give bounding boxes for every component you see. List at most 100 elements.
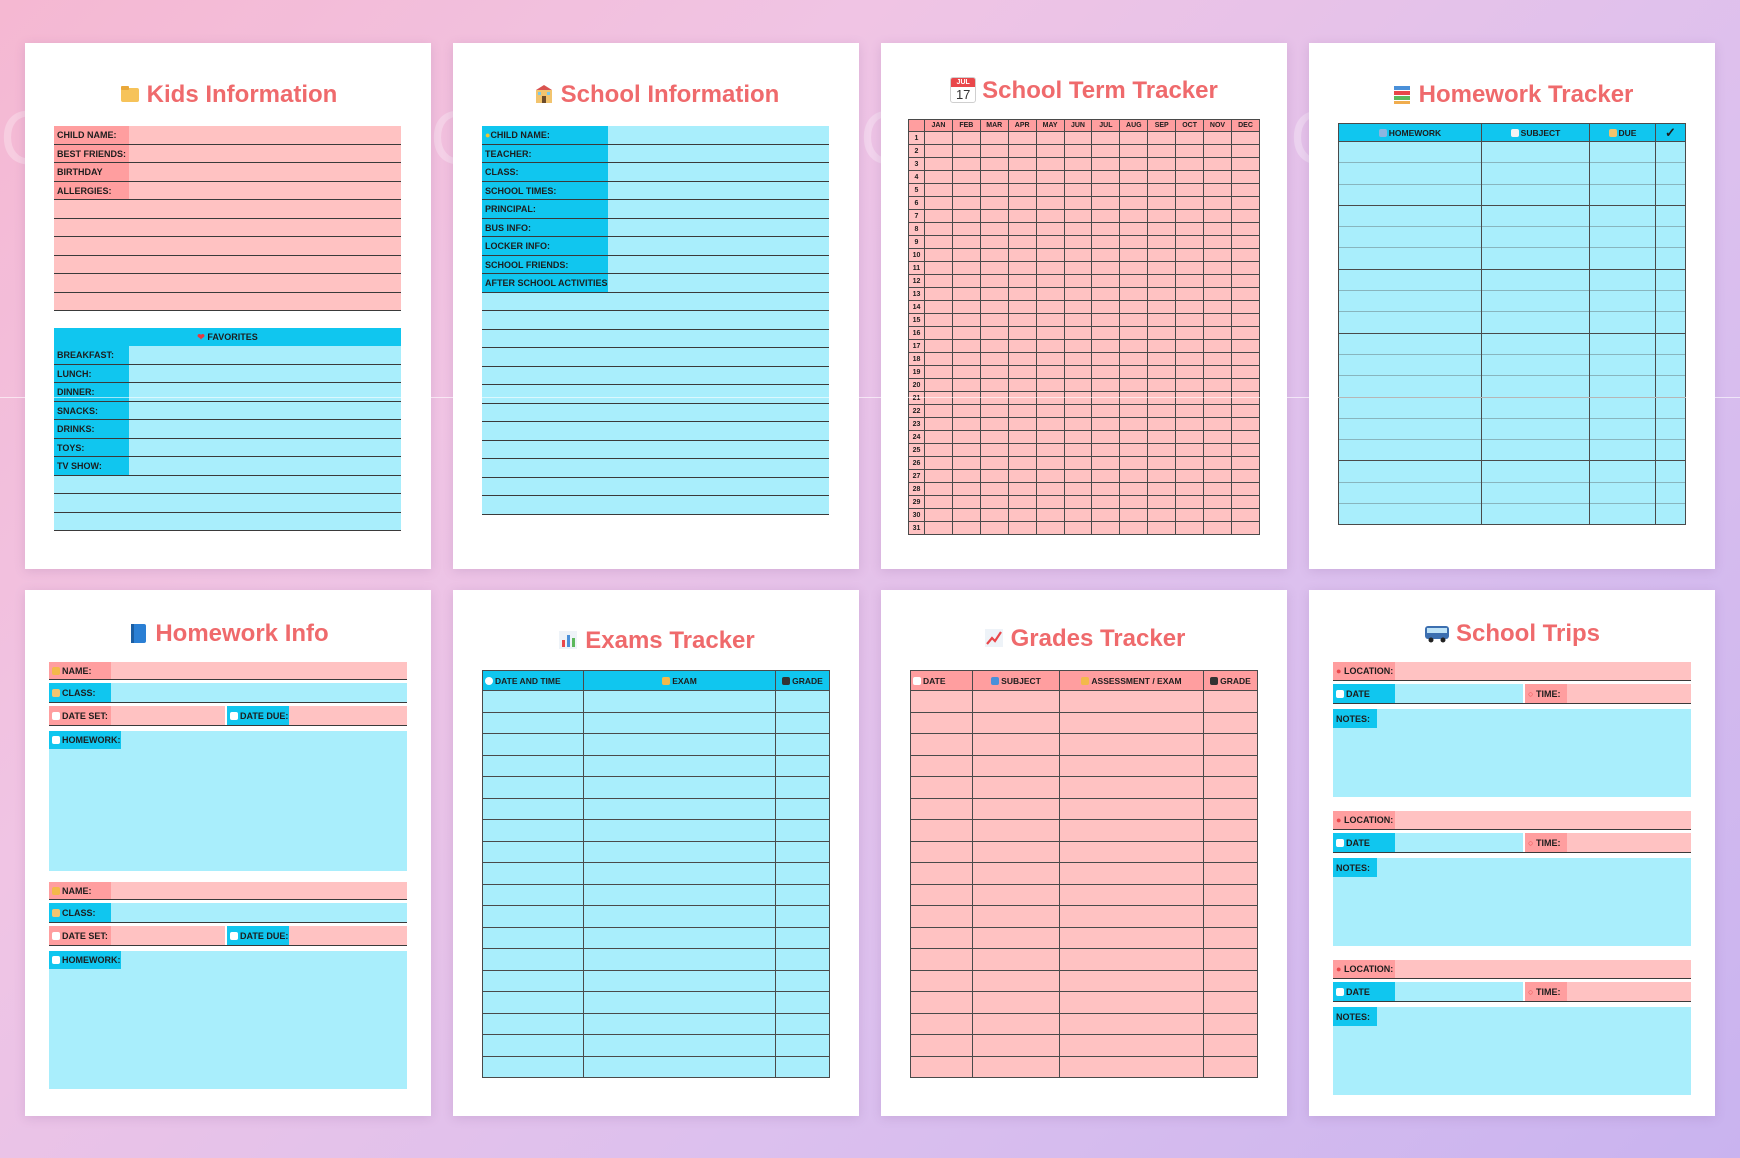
date-field[interactable]: DATE: [1333, 684, 1523, 703]
field-row[interactable]: BREAKFAST:: [54, 346, 401, 365]
term-cell[interactable]: [1147, 157, 1177, 171]
homework-cell[interactable]: [1655, 460, 1686, 483]
term-cell[interactable]: [1063, 248, 1093, 262]
term-cell[interactable]: [979, 326, 1009, 340]
term-cell[interactable]: [1175, 313, 1205, 327]
homework-cell[interactable]: [1655, 226, 1686, 249]
term-cell[interactable]: [1119, 131, 1149, 145]
term-cell[interactable]: [1203, 378, 1232, 392]
term-cell[interactable]: [1119, 261, 1149, 275]
grade-cell[interactable]: [1059, 819, 1204, 842]
homework-cell[interactable]: [1338, 418, 1482, 441]
homework-cell[interactable]: [1655, 333, 1686, 355]
term-cell[interactable]: [1007, 404, 1037, 418]
term-cell[interactable]: [1007, 378, 1037, 392]
grade-cell[interactable]: [972, 733, 1060, 756]
term-cell[interactable]: [1091, 300, 1121, 314]
term-cell[interactable]: [924, 326, 953, 340]
term-cell[interactable]: [951, 495, 981, 509]
term-cell[interactable]: [924, 378, 953, 392]
homework-cell[interactable]: [1655, 418, 1686, 441]
time-field[interactable]: ○ TIME:: [1525, 684, 1691, 703]
term-cell[interactable]: [1035, 196, 1065, 210]
term-cell[interactable]: [1063, 183, 1093, 197]
term-cell[interactable]: [1091, 183, 1121, 197]
term-cell[interactable]: [1147, 170, 1177, 184]
term-cell[interactable]: [1147, 326, 1177, 340]
term-cell[interactable]: [979, 482, 1009, 496]
term-cell[interactable]: [1203, 300, 1232, 314]
blank-row[interactable]: [482, 422, 829, 441]
grade-cell[interactable]: [1059, 712, 1204, 734]
homework-cell[interactable]: [1481, 354, 1590, 377]
term-cell[interactable]: [1119, 157, 1149, 171]
exam-cell[interactable]: [482, 1056, 584, 1078]
location-row[interactable]: ● LOCATION:: [1333, 960, 1691, 979]
exam-cell[interactable]: [775, 970, 830, 992]
field-row[interactable]: ALLERGIES:: [54, 181, 401, 200]
blank-row[interactable]: [54, 494, 401, 513]
term-cell[interactable]: [979, 430, 1009, 444]
term-cell[interactable]: [1175, 261, 1205, 275]
term-cell[interactable]: [1230, 144, 1261, 158]
term-cell[interactable]: [1175, 352, 1205, 366]
term-cell[interactable]: [951, 183, 981, 197]
term-cell[interactable]: [1230, 417, 1261, 431]
term-cell[interactable]: [1119, 391, 1149, 405]
term-cell[interactable]: [1203, 313, 1232, 327]
term-cell[interactable]: [1035, 209, 1065, 223]
grade-cell[interactable]: [910, 927, 973, 949]
time-field[interactable]: ○ TIME:: [1525, 833, 1691, 852]
date-field[interactable]: DATE: [1333, 982, 1523, 1001]
grade-cell[interactable]: [910, 819, 973, 842]
grade-cell[interactable]: [1203, 1056, 1258, 1078]
term-cell[interactable]: [1035, 443, 1065, 457]
term-cell[interactable]: [1147, 235, 1177, 249]
term-cell[interactable]: [979, 222, 1009, 236]
grade-cell[interactable]: [910, 970, 973, 992]
term-cell[interactable]: [924, 144, 953, 158]
homework-cell[interactable]: [1338, 162, 1482, 185]
homework-cell[interactable]: [1589, 247, 1656, 270]
homework-cell[interactable]: [1481, 247, 1590, 270]
term-cell[interactable]: [924, 352, 953, 366]
exam-cell[interactable]: [775, 1056, 830, 1078]
term-cell[interactable]: [951, 508, 981, 522]
term-cell[interactable]: [979, 209, 1009, 223]
term-cell[interactable]: [1007, 261, 1037, 275]
term-cell[interactable]: [1203, 404, 1232, 418]
term-cell[interactable]: [1230, 274, 1261, 288]
term-cell[interactable]: [1007, 391, 1037, 405]
blank-row[interactable]: [482, 478, 829, 496]
term-cell[interactable]: [1119, 313, 1149, 327]
exam-cell[interactable]: [775, 776, 830, 799]
exam-cell[interactable]: [482, 948, 584, 971]
term-cell[interactable]: [1035, 521, 1065, 535]
term-cell[interactable]: [1147, 456, 1177, 470]
term-cell[interactable]: [1035, 495, 1065, 509]
date-set-field[interactable]: DATE SET:: [49, 926, 225, 945]
blank-row[interactable]: [482, 404, 829, 422]
homework-cell[interactable]: [1655, 247, 1686, 270]
homework-cell[interactable]: [1589, 184, 1656, 206]
term-cell[interactable]: [1091, 482, 1121, 496]
field-row[interactable]: AFTER SCHOOL ACTIVITIES:: [482, 274, 829, 293]
term-cell[interactable]: [1175, 404, 1205, 418]
exam-cell[interactable]: [775, 755, 830, 777]
field-row[interactable]: BEST FRIENDS:: [54, 144, 401, 163]
exam-cell[interactable]: [583, 841, 776, 863]
term-cell[interactable]: [1063, 352, 1093, 366]
term-cell[interactable]: [1175, 482, 1205, 496]
term-cell[interactable]: [979, 443, 1009, 457]
grade-cell[interactable]: [1059, 841, 1204, 863]
term-cell[interactable]: [951, 131, 981, 145]
term-cell[interactable]: [1063, 430, 1093, 444]
grade-cell[interactable]: [1203, 733, 1258, 756]
field-row[interactable]: CHILD NAME:: [54, 126, 401, 145]
exam-cell[interactable]: [482, 1013, 584, 1035]
homework-cell[interactable]: [1481, 290, 1590, 313]
term-cell[interactable]: [1230, 196, 1261, 210]
term-cell[interactable]: [1035, 300, 1065, 314]
grade-cell[interactable]: [1203, 776, 1258, 799]
grade-cell[interactable]: [1203, 1034, 1258, 1057]
